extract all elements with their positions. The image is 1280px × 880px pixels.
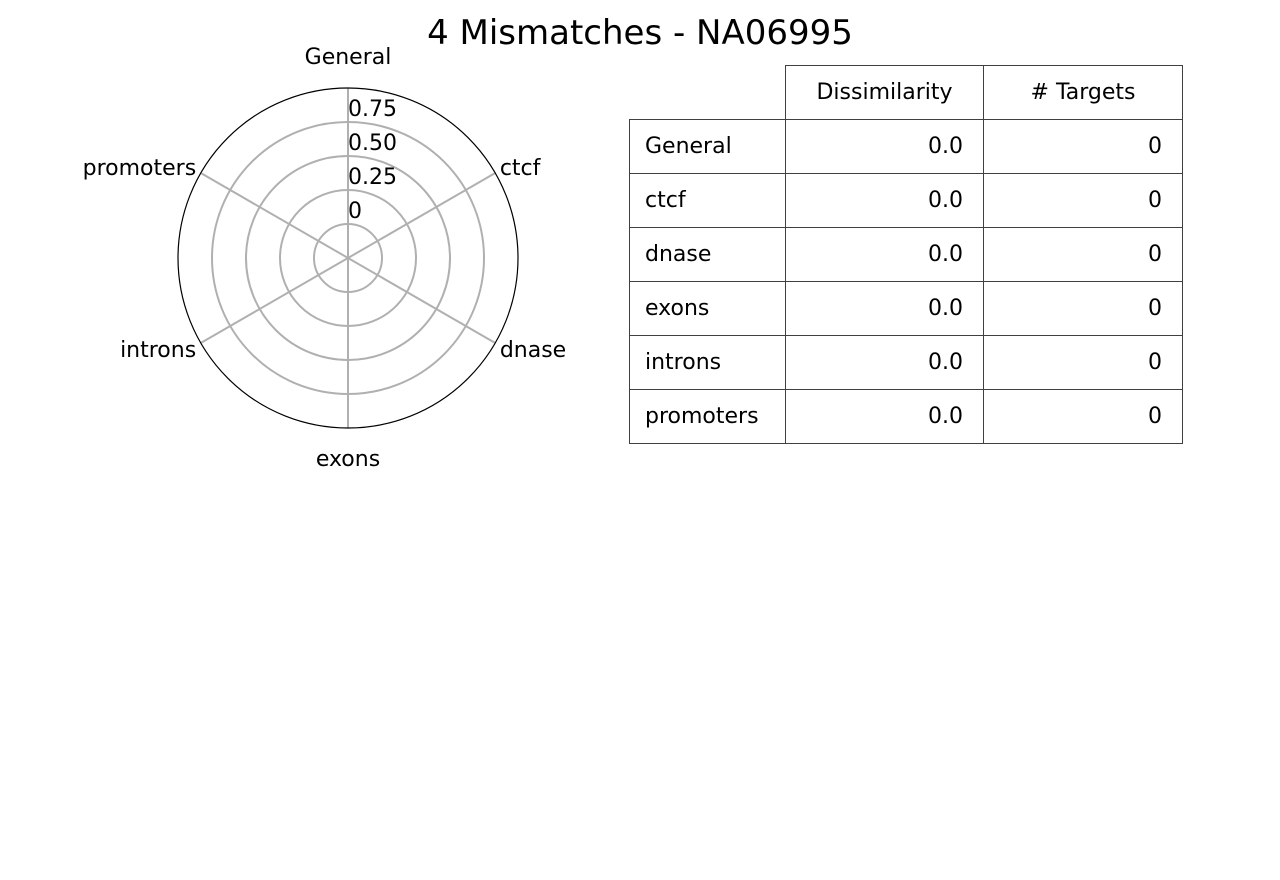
table-row: exons 0.0 0 xyxy=(629,281,1183,336)
row-label: promoters xyxy=(629,389,786,444)
radial-tick-label: 0.75 xyxy=(348,97,397,122)
targets-cell: 0 xyxy=(983,119,1183,174)
table-row: ctcf 0.0 0 xyxy=(629,173,1183,228)
row-label: ctcf xyxy=(629,173,786,228)
radar-spokes xyxy=(200,88,496,428)
targets-cell: 0 xyxy=(983,281,1183,336)
radial-tick-label: 0.50 xyxy=(348,131,397,156)
row-label: introns xyxy=(629,335,786,390)
radar-outer-frame xyxy=(177,87,519,429)
radar-spoke xyxy=(200,257,349,344)
radial-tick-label: 0 xyxy=(348,199,362,224)
radar-axis-label-ctcf: ctcf xyxy=(500,156,542,181)
table-corner-cell xyxy=(629,65,786,120)
radar-spoke xyxy=(347,257,496,344)
targets-cell: 0 xyxy=(983,335,1183,390)
radar-axis-label-dnase: dnase xyxy=(500,338,566,363)
radial-tick-label: 0.25 xyxy=(348,165,397,190)
dissimilarity-cell: 0.0 xyxy=(785,119,984,174)
radar-spoke xyxy=(200,172,349,259)
radar-axis-label-introns: introns xyxy=(120,338,196,363)
data-table: Dissimilarity # Targets General 0.0 0 ct… xyxy=(629,65,1183,444)
table-row: promoters 0.0 0 xyxy=(629,389,1183,444)
row-label: General xyxy=(629,119,786,174)
targets-cell: 0 xyxy=(983,227,1183,282)
row-label: exons xyxy=(629,281,786,336)
dissimilarity-cell: 0.0 xyxy=(785,335,984,390)
dissimilarity-cell: 0.0 xyxy=(785,281,984,336)
table-row: introns 0.0 0 xyxy=(629,335,1183,390)
table-header-row: Dissimilarity # Targets xyxy=(629,65,1183,120)
table-row: General 0.0 0 xyxy=(629,119,1183,174)
radar-axis-labels: General ctcf dnase exons introns promoters xyxy=(83,45,567,472)
column-header-targets: # Targets xyxy=(983,65,1183,120)
dissimilarity-cell: 0.0 xyxy=(785,389,984,444)
row-label: dnase xyxy=(629,227,786,282)
radar-chart: 0 0.25 0.50 0.75 General ctcf dnase exons intro… xyxy=(83,45,567,472)
dissimilarity-cell: 0.0 xyxy=(785,173,984,228)
radar-tick-labels: 0 0.25 0.50 0.75 xyxy=(348,97,397,224)
radar-axis-label-general: General xyxy=(305,45,392,70)
radar-spoke xyxy=(347,172,496,259)
radar-axis-label-promoters: promoters xyxy=(83,156,197,181)
table-row: dnase 0.0 0 xyxy=(629,227,1183,282)
column-header-dissimilarity: Dissimilarity xyxy=(785,65,984,120)
dissimilarity-cell: 0.0 xyxy=(785,227,984,282)
figure-title: 4 Mismatches - NA06995 xyxy=(427,13,853,53)
targets-cell: 0 xyxy=(983,389,1183,444)
radar-axis-label-exons: exons xyxy=(316,447,380,472)
targets-cell: 0 xyxy=(983,173,1183,228)
